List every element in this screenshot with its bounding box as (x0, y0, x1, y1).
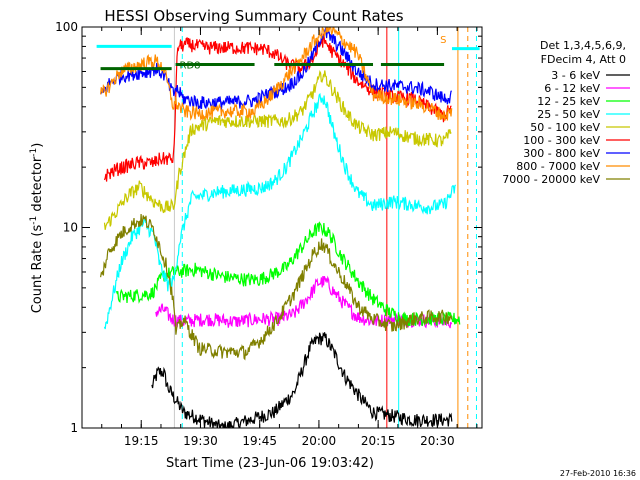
legend-entry-label: 800 - 7000 keV (516, 160, 600, 173)
legend-entry-label: 300 - 800 keV (523, 147, 600, 160)
legend-entry-label: 50 - 100 keV (530, 121, 600, 134)
annotations: RD8 S (180, 35, 447, 71)
series-line (100, 213, 453, 361)
y-axis-label: Count Rate (s-1 detector-1) (29, 143, 45, 314)
x-tick-label: 20:00 (302, 434, 337, 448)
x-tick-label: 19:15 (124, 434, 159, 448)
y-axis-label-part1: Count Rate (s (30, 225, 45, 314)
legend-entry-label: 6 - 12 keV (544, 82, 600, 95)
x-tick-label: 19:30 (183, 434, 218, 448)
x-tick-label: 20:15 (361, 434, 396, 448)
legend-header: FDecim 4, Att 0 (541, 53, 626, 66)
legend-entry-label: 3 - 6 keV (551, 69, 600, 82)
legend-entry-label: 100 - 300 keV (523, 134, 600, 147)
y-axis-label-part2: detector (30, 156, 45, 216)
legend-entry-label: 12 - 25 keV (537, 95, 600, 108)
y-axis-label-sup2: -1 (29, 148, 39, 157)
legend-entry-label: 25 - 50 keV (537, 108, 600, 121)
legend: Det 1,3,4,5,6,9,FDecim 4, Att 0 3 - 6 keV… (502, 39, 630, 186)
y-tick-label: 10 (63, 221, 78, 235)
legend-entry-label: 7000 - 20000 keV (502, 173, 600, 186)
y-axis-label-part3: ) (30, 143, 45, 148)
y-axis-label-sup1: -1 (29, 216, 39, 225)
series-layer (96, 27, 480, 428)
x-axis: 19:15 19:30 19:45 20:00 20:15 20:30 (101, 27, 478, 448)
x-axis-label: Start Time (23-Jun-06 19:03:42) (166, 456, 374, 471)
series-line (103, 69, 452, 230)
x-tick-label: 20:30 (420, 434, 455, 448)
annotation-label: RD8 (180, 61, 201, 72)
chart-title: HESSI Observing Summary Count Rates (104, 7, 403, 25)
series-line (103, 33, 452, 182)
y-axis: 1 10 100 (55, 20, 482, 435)
legend-header: Det 1,3,4,5,6,9, (540, 39, 626, 52)
series-line (100, 27, 453, 121)
series-line (151, 332, 453, 428)
series-line (103, 92, 457, 330)
footer-date: 27-Feb-2010 16:36 (560, 469, 636, 478)
y-tick-label: 1 (70, 421, 78, 435)
annotation-label: S (440, 35, 446, 46)
y-tick-label: 100 (55, 20, 78, 34)
x-tick-label: 19:45 (242, 434, 277, 448)
